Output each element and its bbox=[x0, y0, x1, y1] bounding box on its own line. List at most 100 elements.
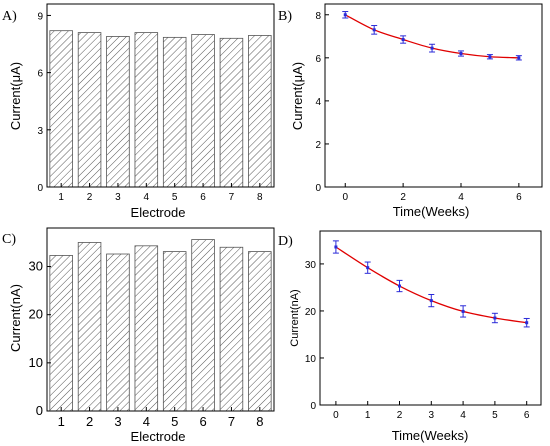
panel-a-marks: 1 2 3 4 5 6 7 8 0 3 6 9 bbox=[37, 11, 272, 203]
x-tick-label: 2 bbox=[86, 414, 93, 429]
bar-5 bbox=[162, 36, 187, 188]
panel-a-ylabel: Current(μA) bbox=[8, 62, 23, 130]
data-point bbox=[525, 321, 529, 325]
bar-7 bbox=[219, 246, 244, 412]
y-tick-label: 4 bbox=[315, 97, 321, 108]
x-tick-label: 4 bbox=[458, 192, 464, 203]
bar-7 bbox=[219, 37, 244, 188]
y-tick-label: 2 bbox=[315, 140, 321, 151]
x-tick-label: 0 bbox=[333, 410, 339, 421]
y-tick-label: 20 bbox=[305, 307, 317, 318]
panel-c-label: C) bbox=[2, 232, 16, 247]
y-tick-label: 6 bbox=[37, 69, 43, 80]
panel-b: B) 0 2 4 6 0 2 4 6 8 Time(Weeks) Current(μA) bbox=[278, 3, 543, 219]
panel-c: C) 1 2 3 4 5 6 7 8 0 10 20 30 Electrode Current(nA) bbox=[2, 227, 275, 444]
y-tick-label: 20 bbox=[29, 307, 43, 322]
data-point bbox=[334, 245, 338, 249]
y-tick-label: 10 bbox=[29, 355, 43, 370]
bar-1 bbox=[49, 30, 73, 188]
bar-5 bbox=[162, 251, 187, 412]
panel-b-marks: 0 2 4 6 0 2 4 6 8 bbox=[315, 11, 522, 203]
y-tick-label: 0 bbox=[315, 183, 321, 194]
x-tick-label: 1 bbox=[58, 414, 65, 429]
x-tick-label: 4 bbox=[144, 192, 150, 203]
x-tick-label: 6 bbox=[524, 410, 530, 421]
x-tick-label: 3 bbox=[115, 192, 121, 203]
x-tick-label: 1 bbox=[58, 192, 64, 203]
data-point bbox=[429, 299, 433, 303]
panel-c-marks: 1 2 3 4 5 6 7 8 0 10 20 30 bbox=[29, 239, 272, 429]
panel-c-ylabel: Current(nA) bbox=[8, 284, 23, 352]
x-tick-label: 4 bbox=[143, 414, 150, 429]
x-tick-label: 3 bbox=[429, 410, 435, 421]
bar-3 bbox=[106, 253, 130, 412]
bar-8 bbox=[248, 251, 272, 412]
series-line bbox=[335, 246, 527, 324]
data-point bbox=[372, 28, 376, 32]
y-tick-label: 6 bbox=[315, 54, 321, 65]
y-tick-label: 0 bbox=[37, 183, 43, 194]
x-tick-label: 3 bbox=[114, 414, 121, 429]
panel-b-frame bbox=[324, 3, 543, 188]
x-tick-label: 6 bbox=[200, 192, 206, 203]
bar-4 bbox=[134, 32, 159, 188]
x-tick-label: 5 bbox=[492, 410, 498, 421]
bar-8 bbox=[248, 35, 272, 188]
data-point bbox=[401, 38, 405, 42]
y-tick-label: 8 bbox=[315, 11, 321, 22]
x-tick-label: 2 bbox=[87, 192, 93, 203]
panel-b-label: B) bbox=[278, 9, 292, 24]
panel-b-ylabel: Current(μA) bbox=[290, 62, 305, 130]
x-tick-label: 2 bbox=[400, 192, 406, 203]
x-tick-label: 0 bbox=[342, 192, 348, 203]
x-tick-label: 7 bbox=[229, 192, 235, 203]
x-tick-label: 1 bbox=[365, 410, 371, 421]
data-point bbox=[366, 266, 370, 270]
bar-6 bbox=[191, 34, 215, 188]
panel-d: D) 0 1 2 3 4 5 6 0 10 20 30 Time(Weeks) Current(nA… bbox=[278, 230, 542, 443]
x-tick-label: 6 bbox=[516, 192, 522, 203]
panel-a-xlabel: Electrode bbox=[131, 205, 186, 220]
data-point bbox=[461, 309, 465, 313]
x-tick-label: 6 bbox=[199, 414, 206, 429]
panel-c-xlabel: Electrode bbox=[131, 429, 186, 444]
x-tick-label: 7 bbox=[228, 414, 235, 429]
bar-3 bbox=[106, 36, 130, 188]
panel-c-frame bbox=[46, 227, 275, 412]
panel-d-ylabel: Current(nA) bbox=[289, 289, 301, 346]
data-point bbox=[459, 52, 463, 56]
y-tick-label: 9 bbox=[37, 11, 43, 22]
y-tick-label: 0 bbox=[310, 401, 316, 412]
data-point bbox=[430, 46, 434, 50]
panel-d-frame bbox=[319, 230, 542, 406]
bar-6 bbox=[191, 239, 215, 412]
panel-a-label: A) bbox=[2, 9, 17, 24]
x-tick-label: 5 bbox=[172, 192, 178, 203]
x-tick-label: 2 bbox=[397, 410, 403, 421]
bar-2 bbox=[77, 32, 102, 188]
panel-a: A) 1 2 3 4 5 6 7 8 0 3 6 9 Electrode Current(μA) bbox=[2, 3, 275, 220]
bar-4 bbox=[134, 245, 159, 412]
bar-1 bbox=[49, 255, 73, 412]
data-point bbox=[517, 56, 521, 60]
panel-d-xlabel: Time(Weeks) bbox=[392, 428, 469, 443]
data-point bbox=[488, 55, 492, 59]
panel-d-label: D) bbox=[278, 234, 293, 249]
panel-b-xlabel: Time(Weeks) bbox=[393, 204, 470, 219]
x-tick-label: 5 bbox=[171, 414, 178, 429]
y-tick-label: 0 bbox=[36, 403, 43, 418]
data-point bbox=[343, 13, 347, 17]
panel-a-frame bbox=[46, 3, 275, 188]
y-tick-label: 30 bbox=[305, 260, 317, 271]
y-tick-label: 30 bbox=[29, 259, 43, 274]
bar-2 bbox=[77, 242, 102, 412]
data-point bbox=[397, 284, 401, 288]
data-point bbox=[493, 316, 497, 320]
x-tick-label: 4 bbox=[460, 410, 466, 421]
y-tick-label: 3 bbox=[37, 126, 43, 137]
x-tick-label: 8 bbox=[257, 192, 263, 203]
x-tick-label: 8 bbox=[256, 414, 263, 429]
y-tick-label: 10 bbox=[305, 354, 317, 365]
panel-d-marks: 0 1 2 3 4 5 6 0 10 20 30 bbox=[305, 240, 530, 421]
